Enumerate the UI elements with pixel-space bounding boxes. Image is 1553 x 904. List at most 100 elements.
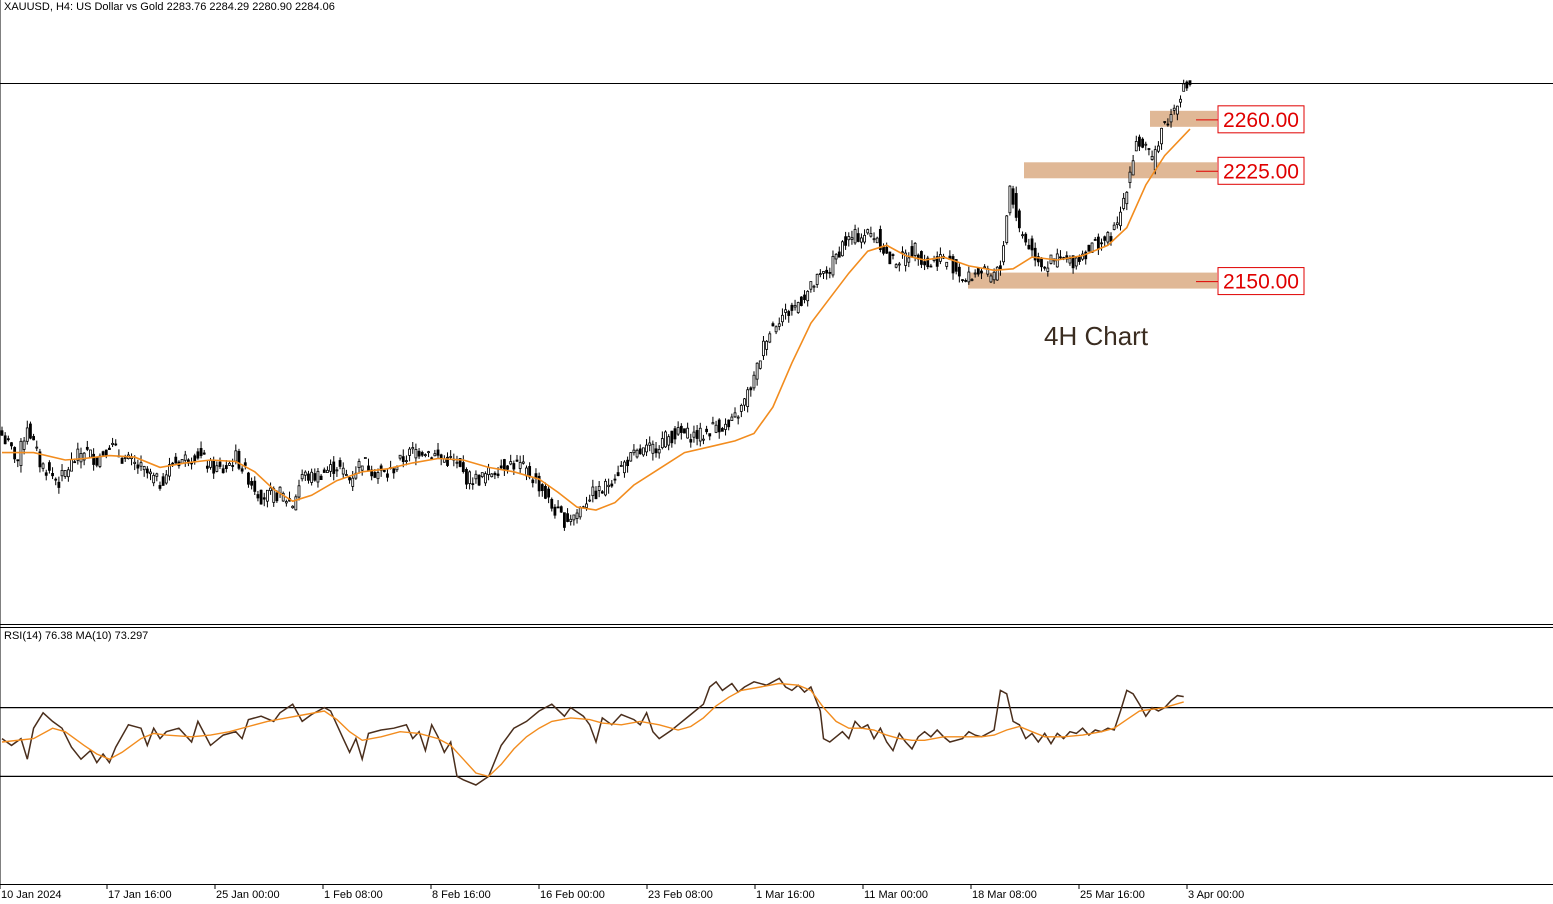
candle xyxy=(1008,185,1012,216)
candle xyxy=(1134,135,1138,152)
candle xyxy=(980,268,983,280)
candle xyxy=(149,468,152,481)
candle xyxy=(739,403,743,418)
candle xyxy=(885,242,889,255)
candle xyxy=(550,497,554,512)
candle xyxy=(29,421,32,440)
candle xyxy=(335,467,339,477)
candle xyxy=(114,439,118,447)
candle xyxy=(449,450,453,460)
time-tick-label: 25 Mar 16:00 xyxy=(1080,889,1145,899)
candle xyxy=(613,474,617,484)
candle xyxy=(215,461,219,473)
time-tick-label: 17 Jan 16:00 xyxy=(108,889,172,899)
candle xyxy=(493,471,497,480)
candle xyxy=(749,386,753,397)
candle xyxy=(202,449,206,455)
candle xyxy=(461,455,465,474)
candle xyxy=(695,425,699,446)
candle xyxy=(844,231,848,250)
candle xyxy=(41,462,45,472)
candle xyxy=(130,453,133,466)
candle xyxy=(351,470,355,491)
candle xyxy=(1068,255,1072,266)
candle xyxy=(35,440,39,452)
candle xyxy=(161,472,165,486)
candle xyxy=(1017,208,1021,233)
level-label-box-2150.00 xyxy=(1217,267,1305,296)
candle xyxy=(964,278,968,283)
level-label-2150.00: 2150.00 xyxy=(1223,271,1299,294)
candle xyxy=(433,449,437,457)
candle xyxy=(218,457,222,469)
candle xyxy=(929,263,933,268)
candle xyxy=(591,479,595,503)
candle xyxy=(875,236,879,244)
candle xyxy=(670,430,674,448)
candle xyxy=(907,252,911,268)
candle xyxy=(521,455,525,465)
candle xyxy=(758,360,762,370)
candle xyxy=(307,470,310,484)
candle xyxy=(10,442,13,450)
candle xyxy=(746,386,750,413)
candle xyxy=(708,433,712,441)
candle xyxy=(623,460,626,478)
candle xyxy=(499,459,503,470)
candle xyxy=(733,407,737,418)
candle xyxy=(777,317,781,331)
candle xyxy=(370,465,374,481)
candle xyxy=(720,426,724,432)
candle xyxy=(38,448,42,473)
candle xyxy=(1087,244,1091,252)
candle xyxy=(303,470,307,481)
candle xyxy=(509,454,513,466)
candle xyxy=(243,458,247,470)
candle xyxy=(111,437,114,448)
candle xyxy=(326,466,329,474)
level-label-2260.00: 2260.00 xyxy=(1223,109,1299,132)
candle xyxy=(338,457,342,470)
candle xyxy=(357,458,361,474)
candle xyxy=(1141,137,1145,149)
candle xyxy=(3,432,7,445)
candle xyxy=(1106,231,1110,246)
rsi-line xyxy=(1,677,1184,786)
candle xyxy=(648,436,652,452)
candle xyxy=(847,232,851,247)
candle xyxy=(455,455,459,469)
candle xyxy=(973,269,977,278)
candle xyxy=(237,448,241,471)
candle xyxy=(506,465,509,474)
candle xyxy=(142,465,146,477)
candle xyxy=(199,441,203,459)
candle xyxy=(600,490,604,494)
time-tick-label: 3 Apr 00:00 xyxy=(1188,889,1244,899)
candle xyxy=(768,331,772,344)
candle xyxy=(872,232,876,243)
candle xyxy=(809,281,813,293)
rsi-title: RSI(14) 76.38 MA(10) 73.297 xyxy=(4,630,148,642)
candle xyxy=(796,301,800,314)
candle xyxy=(183,450,187,467)
candle xyxy=(152,472,156,487)
candle xyxy=(108,445,111,450)
candle xyxy=(386,468,389,482)
candle xyxy=(686,422,690,439)
candle xyxy=(544,482,547,500)
candle xyxy=(831,250,835,278)
candle xyxy=(714,420,718,434)
candle xyxy=(588,494,592,503)
candle xyxy=(1096,233,1100,255)
candle xyxy=(762,335,765,360)
candle xyxy=(1182,79,1186,92)
candle xyxy=(935,251,939,271)
candle xyxy=(961,279,964,283)
candle xyxy=(736,415,740,425)
candle xyxy=(408,446,411,462)
candle xyxy=(32,433,35,441)
candle xyxy=(632,444,636,456)
candle xyxy=(240,466,244,474)
candle xyxy=(1030,235,1034,258)
